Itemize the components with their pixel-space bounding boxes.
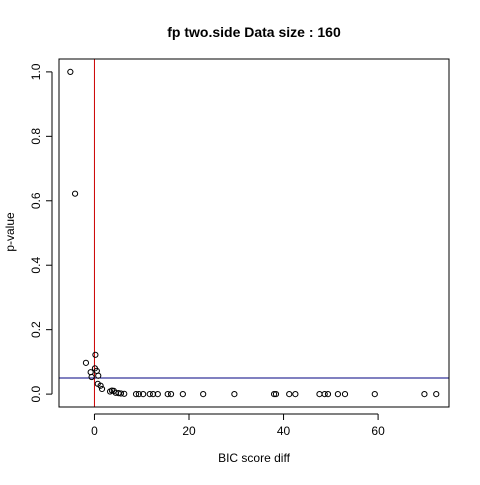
y-tick-label: 0.4 — [29, 257, 43, 274]
data-point — [168, 392, 173, 397]
data-point — [72, 191, 77, 196]
data-point — [201, 392, 206, 397]
data-point — [293, 392, 298, 397]
data-point — [422, 392, 427, 397]
plot-layer: 0 20 40 60 0.0 0.2 0.4 0.6 0.8 1.0 — [29, 59, 449, 438]
data-point — [342, 392, 347, 397]
data-point — [287, 392, 292, 397]
data-point — [335, 392, 340, 397]
y-tick-label: 0.8 — [29, 128, 43, 145]
y-tick-label: 0.6 — [29, 192, 43, 209]
data-point — [68, 69, 73, 74]
x-tick-label: 40 — [277, 424, 291, 438]
data-point — [93, 352, 98, 357]
data-point — [232, 392, 237, 397]
data-point — [180, 392, 185, 397]
chart-title: fp two.side Data size : 160 — [167, 24, 341, 40]
data-point — [88, 370, 93, 375]
data-point — [122, 391, 127, 396]
plot-frame — [59, 59, 449, 407]
x-tick-label: 0 — [91, 424, 98, 438]
data-point — [325, 392, 330, 397]
data-point — [434, 392, 439, 397]
y-tick-label: 1.0 — [29, 63, 43, 80]
data-point — [83, 360, 88, 365]
x-axis-label: BIC score diff — [218, 451, 290, 465]
data-point — [89, 374, 94, 379]
y-axis-label: p-value — [3, 212, 17, 252]
data-point — [317, 392, 322, 397]
y-tick-label: 0.0 — [29, 385, 43, 402]
data-point — [99, 386, 104, 391]
y-tick-label: 0.2 — [29, 321, 43, 338]
x-tick-label: 20 — [182, 424, 196, 438]
x-tick-label: 60 — [371, 424, 385, 438]
data-point — [372, 392, 377, 397]
